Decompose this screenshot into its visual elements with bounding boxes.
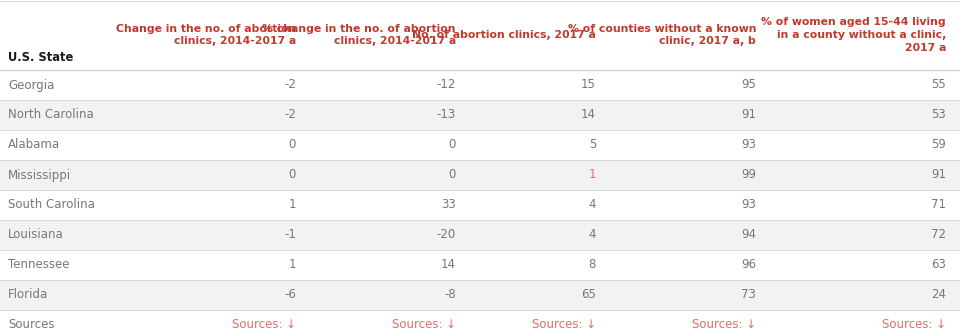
Text: 14: 14 bbox=[441, 259, 456, 272]
Text: Sources: ↓: Sources: ↓ bbox=[532, 319, 596, 332]
Text: 4: 4 bbox=[588, 228, 596, 241]
Text: 0: 0 bbox=[289, 168, 296, 181]
Text: 24: 24 bbox=[931, 289, 946, 302]
Text: 1: 1 bbox=[289, 259, 296, 272]
Bar bbox=[0, 310, 960, 334]
Bar bbox=[0, 280, 960, 310]
Text: 91: 91 bbox=[931, 168, 946, 181]
Text: 55: 55 bbox=[931, 78, 946, 92]
Text: Sources: ↓: Sources: ↓ bbox=[232, 319, 296, 332]
Text: -20: -20 bbox=[437, 228, 456, 241]
Text: -13: -13 bbox=[437, 109, 456, 122]
Text: -2: -2 bbox=[284, 109, 296, 122]
Text: 33: 33 bbox=[442, 198, 456, 211]
Text: Sources: ↓: Sources: ↓ bbox=[692, 319, 756, 332]
Text: 1: 1 bbox=[289, 198, 296, 211]
Text: 96: 96 bbox=[741, 259, 756, 272]
Text: 93: 93 bbox=[741, 139, 756, 152]
Text: 91: 91 bbox=[741, 109, 756, 122]
Text: Alabama: Alabama bbox=[8, 139, 60, 152]
Bar bbox=[0, 190, 960, 220]
Text: % of counties without a known
clinic, 2017 a, b: % of counties without a known clinic, 20… bbox=[567, 24, 756, 46]
Text: 73: 73 bbox=[741, 289, 756, 302]
Text: Tennessee: Tennessee bbox=[8, 259, 69, 272]
Text: Sources: Sources bbox=[8, 319, 55, 332]
Bar bbox=[0, 160, 960, 190]
Text: 93: 93 bbox=[741, 198, 756, 211]
Text: 95: 95 bbox=[741, 78, 756, 92]
Text: 99: 99 bbox=[741, 168, 756, 181]
Text: Florida: Florida bbox=[8, 289, 48, 302]
Text: 15: 15 bbox=[581, 78, 596, 92]
Text: Louisiana: Louisiana bbox=[8, 228, 63, 241]
Text: 4: 4 bbox=[588, 198, 596, 211]
Text: 1: 1 bbox=[588, 168, 596, 181]
Bar bbox=[0, 250, 960, 280]
Text: 14: 14 bbox=[581, 109, 596, 122]
Text: 53: 53 bbox=[931, 109, 946, 122]
Text: -6: -6 bbox=[284, 289, 296, 302]
Text: 0: 0 bbox=[448, 168, 456, 181]
Text: 94: 94 bbox=[741, 228, 756, 241]
Text: -12: -12 bbox=[437, 78, 456, 92]
Text: 72: 72 bbox=[931, 228, 946, 241]
Text: 71: 71 bbox=[931, 198, 946, 211]
Text: South Carolina: South Carolina bbox=[8, 198, 95, 211]
Text: % change in the no. of abortion
clinics, 2014-2017 a: % change in the no. of abortion clinics,… bbox=[262, 24, 456, 46]
Bar bbox=[0, 220, 960, 250]
Text: No. of abortion clinics, 2017 a: No. of abortion clinics, 2017 a bbox=[412, 30, 596, 40]
Text: 0: 0 bbox=[448, 139, 456, 152]
Text: 59: 59 bbox=[931, 139, 946, 152]
Text: -8: -8 bbox=[444, 289, 456, 302]
Bar bbox=[0, 70, 960, 100]
Text: Change in the no. of abortion
clinics, 2014-2017 a: Change in the no. of abortion clinics, 2… bbox=[116, 24, 296, 46]
Bar bbox=[0, 130, 960, 160]
Text: North Carolina: North Carolina bbox=[8, 109, 94, 122]
Text: % of women aged 15-44 living
in a county without a clinic,
2017 a: % of women aged 15-44 living in a county… bbox=[761, 17, 946, 53]
Text: 5: 5 bbox=[588, 139, 596, 152]
Text: 63: 63 bbox=[931, 259, 946, 272]
Text: U.S. State: U.S. State bbox=[8, 51, 73, 64]
Text: 65: 65 bbox=[581, 289, 596, 302]
Text: -1: -1 bbox=[284, 228, 296, 241]
Text: 8: 8 bbox=[588, 259, 596, 272]
Bar bbox=[0, 100, 960, 130]
Text: 0: 0 bbox=[289, 139, 296, 152]
Text: -2: -2 bbox=[284, 78, 296, 92]
Text: Georgia: Georgia bbox=[8, 78, 55, 92]
Text: Sources: ↓: Sources: ↓ bbox=[392, 319, 456, 332]
Text: Mississippi: Mississippi bbox=[8, 168, 71, 181]
Text: Sources: ↓: Sources: ↓ bbox=[882, 319, 946, 332]
